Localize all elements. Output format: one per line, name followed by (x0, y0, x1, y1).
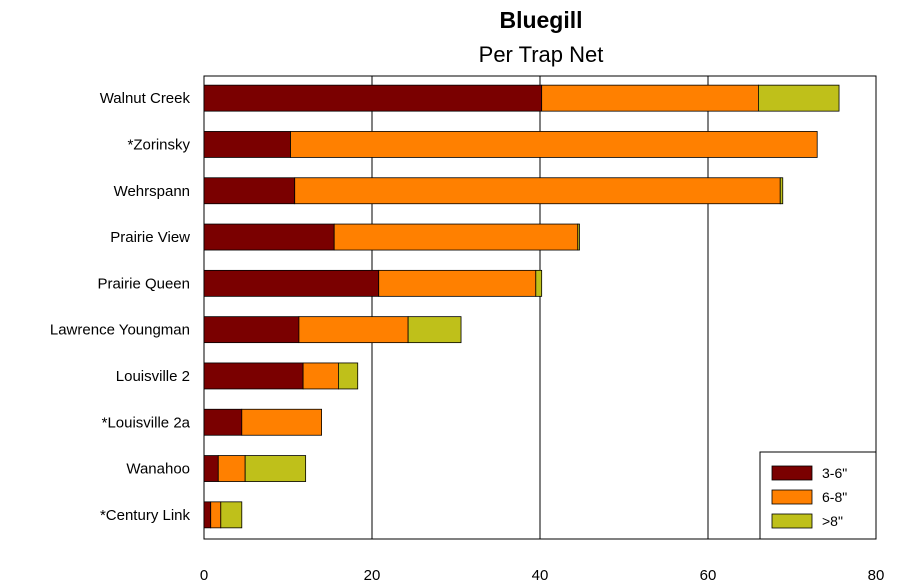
bar-segment-1 (203, 362, 304, 390)
bar-segment-3 (220, 501, 243, 529)
bar-segment-1 (203, 131, 291, 158)
bar-segment-1 (203, 408, 243, 436)
category-label: Prairie Queen (97, 275, 190, 292)
bar-segment-1 (203, 455, 219, 482)
bar-segment-2 (333, 223, 579, 251)
category-label: Wanahoo (126, 461, 190, 478)
bar-segment-2 (290, 131, 818, 158)
x-tick-label: 80 (868, 567, 885, 583)
bar-segment-3 (337, 362, 359, 390)
legend-swatch (771, 465, 813, 481)
bar-segment-3 (244, 455, 307, 482)
bar-segment-1 (203, 223, 335, 251)
category-label: *Zorinsky (127, 136, 190, 153)
category-label: *Louisville 2a (102, 414, 191, 431)
bar-segment-2 (241, 408, 323, 436)
chart-subtitle: Per Trap Net (479, 42, 604, 67)
category-label: *Century Link (100, 507, 191, 524)
bar-segment-3 (535, 269, 543, 297)
category-label: Wehrspann (114, 183, 190, 200)
bar-segment-3 (758, 84, 840, 112)
bar-segment-3 (779, 177, 784, 205)
bar-segment-2 (210, 501, 222, 529)
legend-swatch (771, 489, 813, 505)
bar-segment-1 (203, 177, 296, 205)
x-tick-label: 20 (364, 567, 381, 583)
bar-segment-3 (577, 223, 580, 251)
legend-swatch (771, 513, 813, 529)
x-tick-label: 60 (700, 567, 717, 583)
bar-segment-1 (203, 501, 212, 529)
chart-title: Bluegill (499, 7, 582, 33)
legend: 3-6" 6-8" >8" (759, 451, 877, 540)
bar-segment-3 (407, 316, 462, 344)
bar-segment-2 (298, 316, 409, 344)
bar-segment-1 (203, 269, 380, 297)
category-label: Prairie View (110, 229, 190, 246)
legend-label: >8" (822, 513, 843, 529)
legend-label: 3-6" (822, 465, 847, 481)
category-label: Walnut Creek (100, 90, 191, 107)
legend-label: 6-8" (822, 489, 847, 505)
bars-group (203, 84, 840, 529)
category-label: Lawrence Youngman (50, 322, 190, 339)
bar-segment-1 (203, 316, 300, 344)
category-label: Louisville 2 (116, 368, 190, 385)
x-tick-label: 0 (200, 567, 208, 583)
bar-segment-1 (203, 84, 543, 112)
bar-segment-2 (302, 362, 339, 390)
bar-segment-2 (541, 84, 759, 112)
x-tick-labels: 0 20 40 60 80 (200, 567, 885, 583)
x-tick-label: 40 (532, 567, 549, 583)
bar-segment-2 (217, 455, 246, 482)
bar-segment-2 (294, 177, 781, 205)
category-labels: Walnut Creek *Zorinsky Wehrspann Prairie Vi… (50, 90, 191, 524)
bar-segment-2 (378, 269, 537, 297)
